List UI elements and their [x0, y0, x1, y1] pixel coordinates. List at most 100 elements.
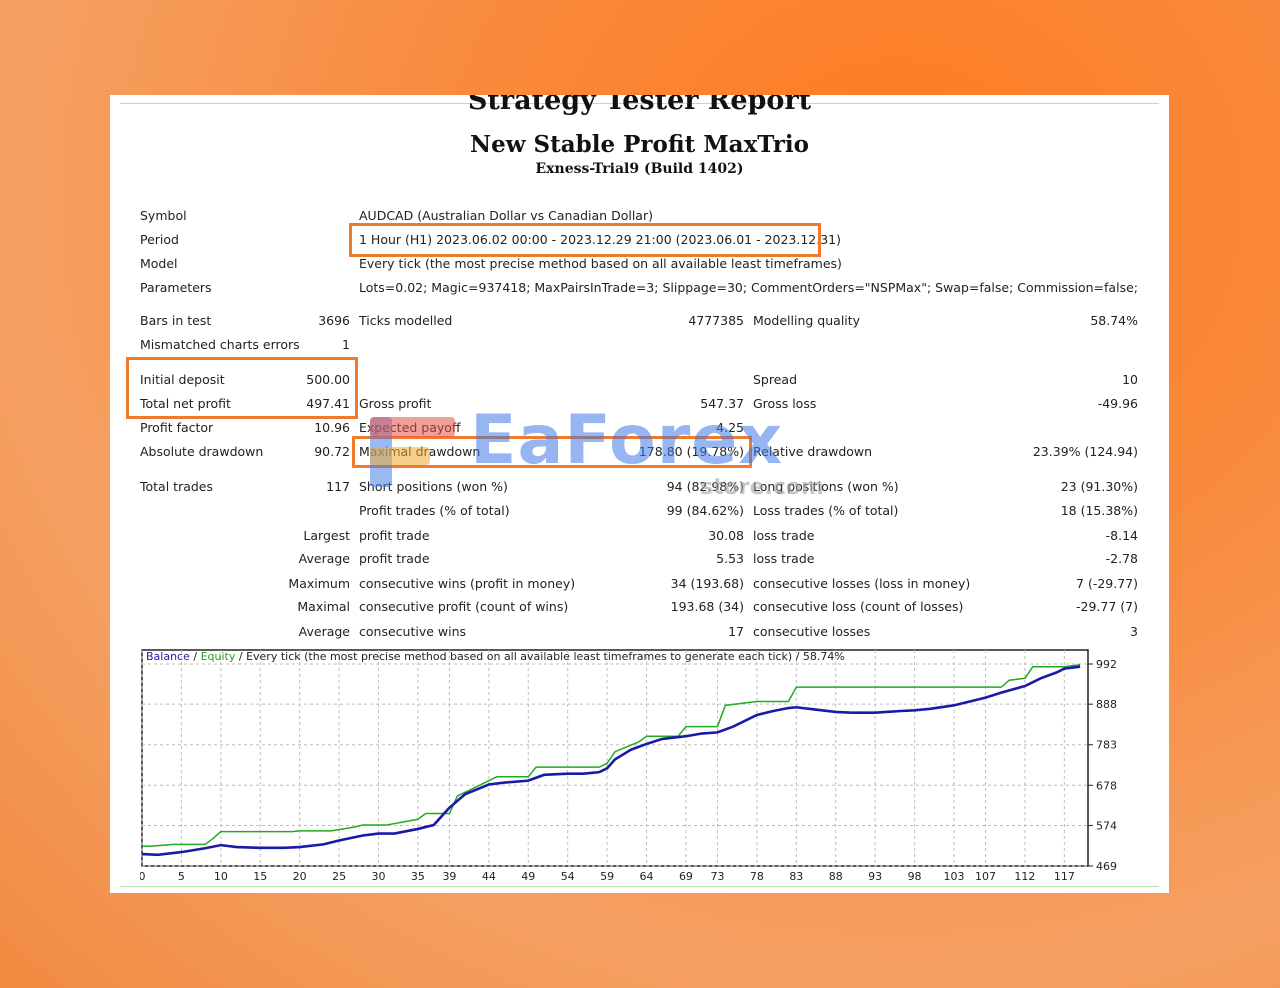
stat-value: 1 — [342, 337, 350, 352]
stat-value: 10 — [1122, 372, 1138, 387]
x-tick-label: 103 — [943, 870, 964, 883]
stat-value: 10.96 — [314, 420, 350, 435]
detail-label: consecutive losses — [753, 624, 871, 639]
x-tick-label: 88 — [829, 870, 843, 883]
x-tick-label: 49 — [521, 870, 535, 883]
y-tick-label: 992 — [1096, 658, 1117, 671]
legend-separator: / — [189, 650, 201, 663]
detail-label: profit trade — [359, 528, 430, 543]
report-title: Strategy Tester Report — [467, 95, 812, 116]
top-divider — [120, 103, 1159, 104]
detail-label: consecutive loss (count of losses) — [753, 599, 964, 614]
legend-balance: Balance — [146, 650, 190, 663]
detail-value: 193.68 (34) — [670, 599, 744, 614]
x-tick-label: 25 — [332, 870, 346, 883]
stat-label: Gross profit — [359, 396, 432, 411]
stat-value: 497.41 — [306, 396, 350, 411]
stat-label: Expected payoff — [359, 420, 461, 435]
balance-line — [141, 665, 1081, 857]
x-tick-label: 83 — [789, 870, 803, 883]
detail-label: profit trade — [359, 551, 430, 566]
detail-value: 30.08 — [708, 528, 744, 543]
detail-label: loss trade — [753, 551, 815, 566]
stat-value: 4777385 — [688, 313, 744, 328]
stat-label: Profit trades (% of total) — [359, 503, 510, 518]
stat-label: Ticks modelled — [359, 313, 453, 328]
detail-value: 7 (-29.77) — [1076, 576, 1138, 591]
legend-equity: Equity — [200, 650, 236, 663]
x-tick-label: 78 — [750, 870, 764, 883]
x-tick-label: 20 — [293, 870, 307, 883]
y-tick-label: 678 — [1096, 779, 1117, 792]
x-tick-label: 107 — [975, 870, 996, 883]
info-label: Parameters — [140, 280, 212, 295]
equity-line — [142, 664, 1081, 848]
stat-label: Loss trades (% of total) — [753, 503, 899, 518]
x-tick-label: 73 — [710, 870, 724, 883]
stat-label: Long positions (won %) — [753, 479, 899, 494]
x-tick-label: 98 — [908, 870, 922, 883]
x-tick-label: 64 — [640, 870, 654, 883]
stat-label: Initial deposit — [140, 372, 225, 387]
chart-svg: 0 5 10 15 20 25 30 35 39 44 49 54 59 64 69 73 78 83 88 93 98… — [139, 649, 1117, 883]
stat-value: 94 (82.98%) — [666, 479, 744, 494]
x-tick-label: 54 — [561, 870, 575, 883]
x-tick-label: 93 — [868, 870, 882, 883]
stat-label: Bars in test — [140, 313, 212, 328]
x-tick-label: 5 — [178, 870, 185, 883]
info-value: Lots=0.02; Magic=937418; MaxPairsInTrade… — [359, 280, 1138, 295]
strategy-tester-report: Strategy Tester Report New Stable Profit… — [110, 95, 1169, 893]
x-tick-label: 35 — [411, 870, 425, 883]
detail-value: -2.78 — [1105, 551, 1138, 566]
stat-value: 117 — [326, 479, 350, 494]
chart-legend: Balance / Equity / Every tick (the most … — [146, 650, 845, 663]
y-tick-label: 469 — [1096, 860, 1117, 873]
detail-value: 34 (193.68) — [670, 576, 744, 591]
stat-value: 4.25 — [716, 420, 744, 435]
stat-value: -49.96 — [1097, 396, 1138, 411]
balance-chart: 0 5 10 15 20 25 30 35 39 44 49 54 59 64 69 73 78 83 88 93 98… — [139, 648, 1140, 888]
x-tick-label: 59 — [600, 870, 614, 883]
detail-label: consecutive wins (profit in money) — [359, 576, 576, 591]
ea-name: New Stable Profit MaxTrio — [470, 131, 809, 158]
detail-value: -8.14 — [1105, 528, 1138, 543]
x-tick-label: 30 — [372, 870, 386, 883]
stat-value: 58.74% — [1090, 313, 1138, 328]
detail-value: 3 — [1130, 624, 1138, 639]
detail-prefix: Maximum — [288, 576, 350, 591]
detail-label: consecutive wins — [359, 624, 467, 639]
stat-label: Profit factor — [140, 420, 214, 435]
drawdown-highlight — [352, 436, 752, 468]
y-tick-label: 574 — [1096, 819, 1117, 832]
detail-prefix: Average — [298, 551, 350, 566]
x-tick-label: 0 — [140, 870, 146, 883]
stat-value: 90.72 — [314, 444, 350, 459]
stat-value: 3696 — [318, 313, 350, 328]
stat-label: Short positions (won %) — [359, 479, 508, 494]
info-value: Every tick (the most precise method base… — [359, 256, 842, 271]
detail-label: consecutive profit (count of wins) — [359, 599, 569, 614]
stat-value: 23.39% (124.94) — [1032, 444, 1138, 459]
detail-prefix: Average — [298, 624, 350, 639]
stat-value: 18 (15.38%) — [1060, 503, 1138, 518]
detail-value: 17 — [728, 624, 744, 639]
stat-label: Total trades — [140, 479, 214, 494]
info-value: AUDCAD (Australian Dollar vs Canadian Do… — [359, 208, 653, 223]
stat-label: Gross loss — [753, 396, 817, 411]
x-tick-label: 10 — [214, 870, 228, 883]
detail-prefix: Largest — [303, 528, 350, 543]
x-tick-label: 15 — [253, 870, 267, 883]
info-label: Model — [140, 256, 178, 271]
stat-value: 23 (91.30%) — [1060, 479, 1138, 494]
stat-label: Modelling quality — [753, 313, 861, 328]
stat-label: Mismatched charts errors — [140, 337, 300, 352]
stat-value: 547.37 — [700, 396, 744, 411]
y-tick-label: 888 — [1096, 698, 1117, 711]
stat-value: 178.80 (19.78%) — [638, 444, 744, 459]
period-highlight — [349, 223, 821, 257]
x-tick-label: 69 — [679, 870, 693, 883]
bottom-divider — [120, 886, 1159, 887]
stat-label: Relative drawdown — [753, 444, 873, 459]
info-label: Symbol — [140, 208, 187, 223]
legend-description: / Every tick (the most precise method ba… — [235, 650, 845, 663]
